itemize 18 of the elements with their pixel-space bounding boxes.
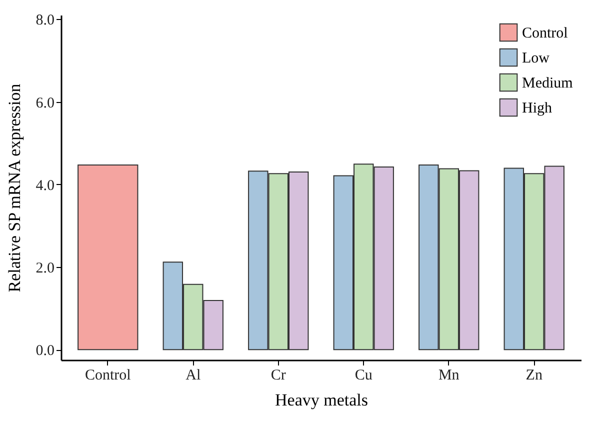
bar (78, 164, 138, 350)
x-tick-label: Cu (354, 368, 373, 384)
y-tick-label: 6.0 (36, 95, 54, 112)
x-tick-label: Zn (526, 368, 543, 384)
x-tick-label: Cr (270, 368, 286, 384)
legend-label: Control (522, 26, 568, 42)
x-axis-title: Heavy metals (275, 390, 368, 410)
y-axis-title: Relative SP mRNA expression (4, 83, 24, 292)
x-tick-label: Control (84, 368, 131, 384)
y-tick-label: 2.0 (36, 260, 54, 277)
y-tick-label: 8.0 (36, 12, 54, 29)
legend-label: Low (522, 50, 550, 66)
y-tick-label: 4.0 (36, 178, 54, 194)
x-tick-label: Al (186, 368, 201, 384)
x-tick-label: Mn (438, 368, 460, 384)
legend-label: Medium (522, 76, 574, 92)
legend-label: High (522, 100, 552, 116)
y-tick-label: 0.0 (36, 343, 54, 360)
